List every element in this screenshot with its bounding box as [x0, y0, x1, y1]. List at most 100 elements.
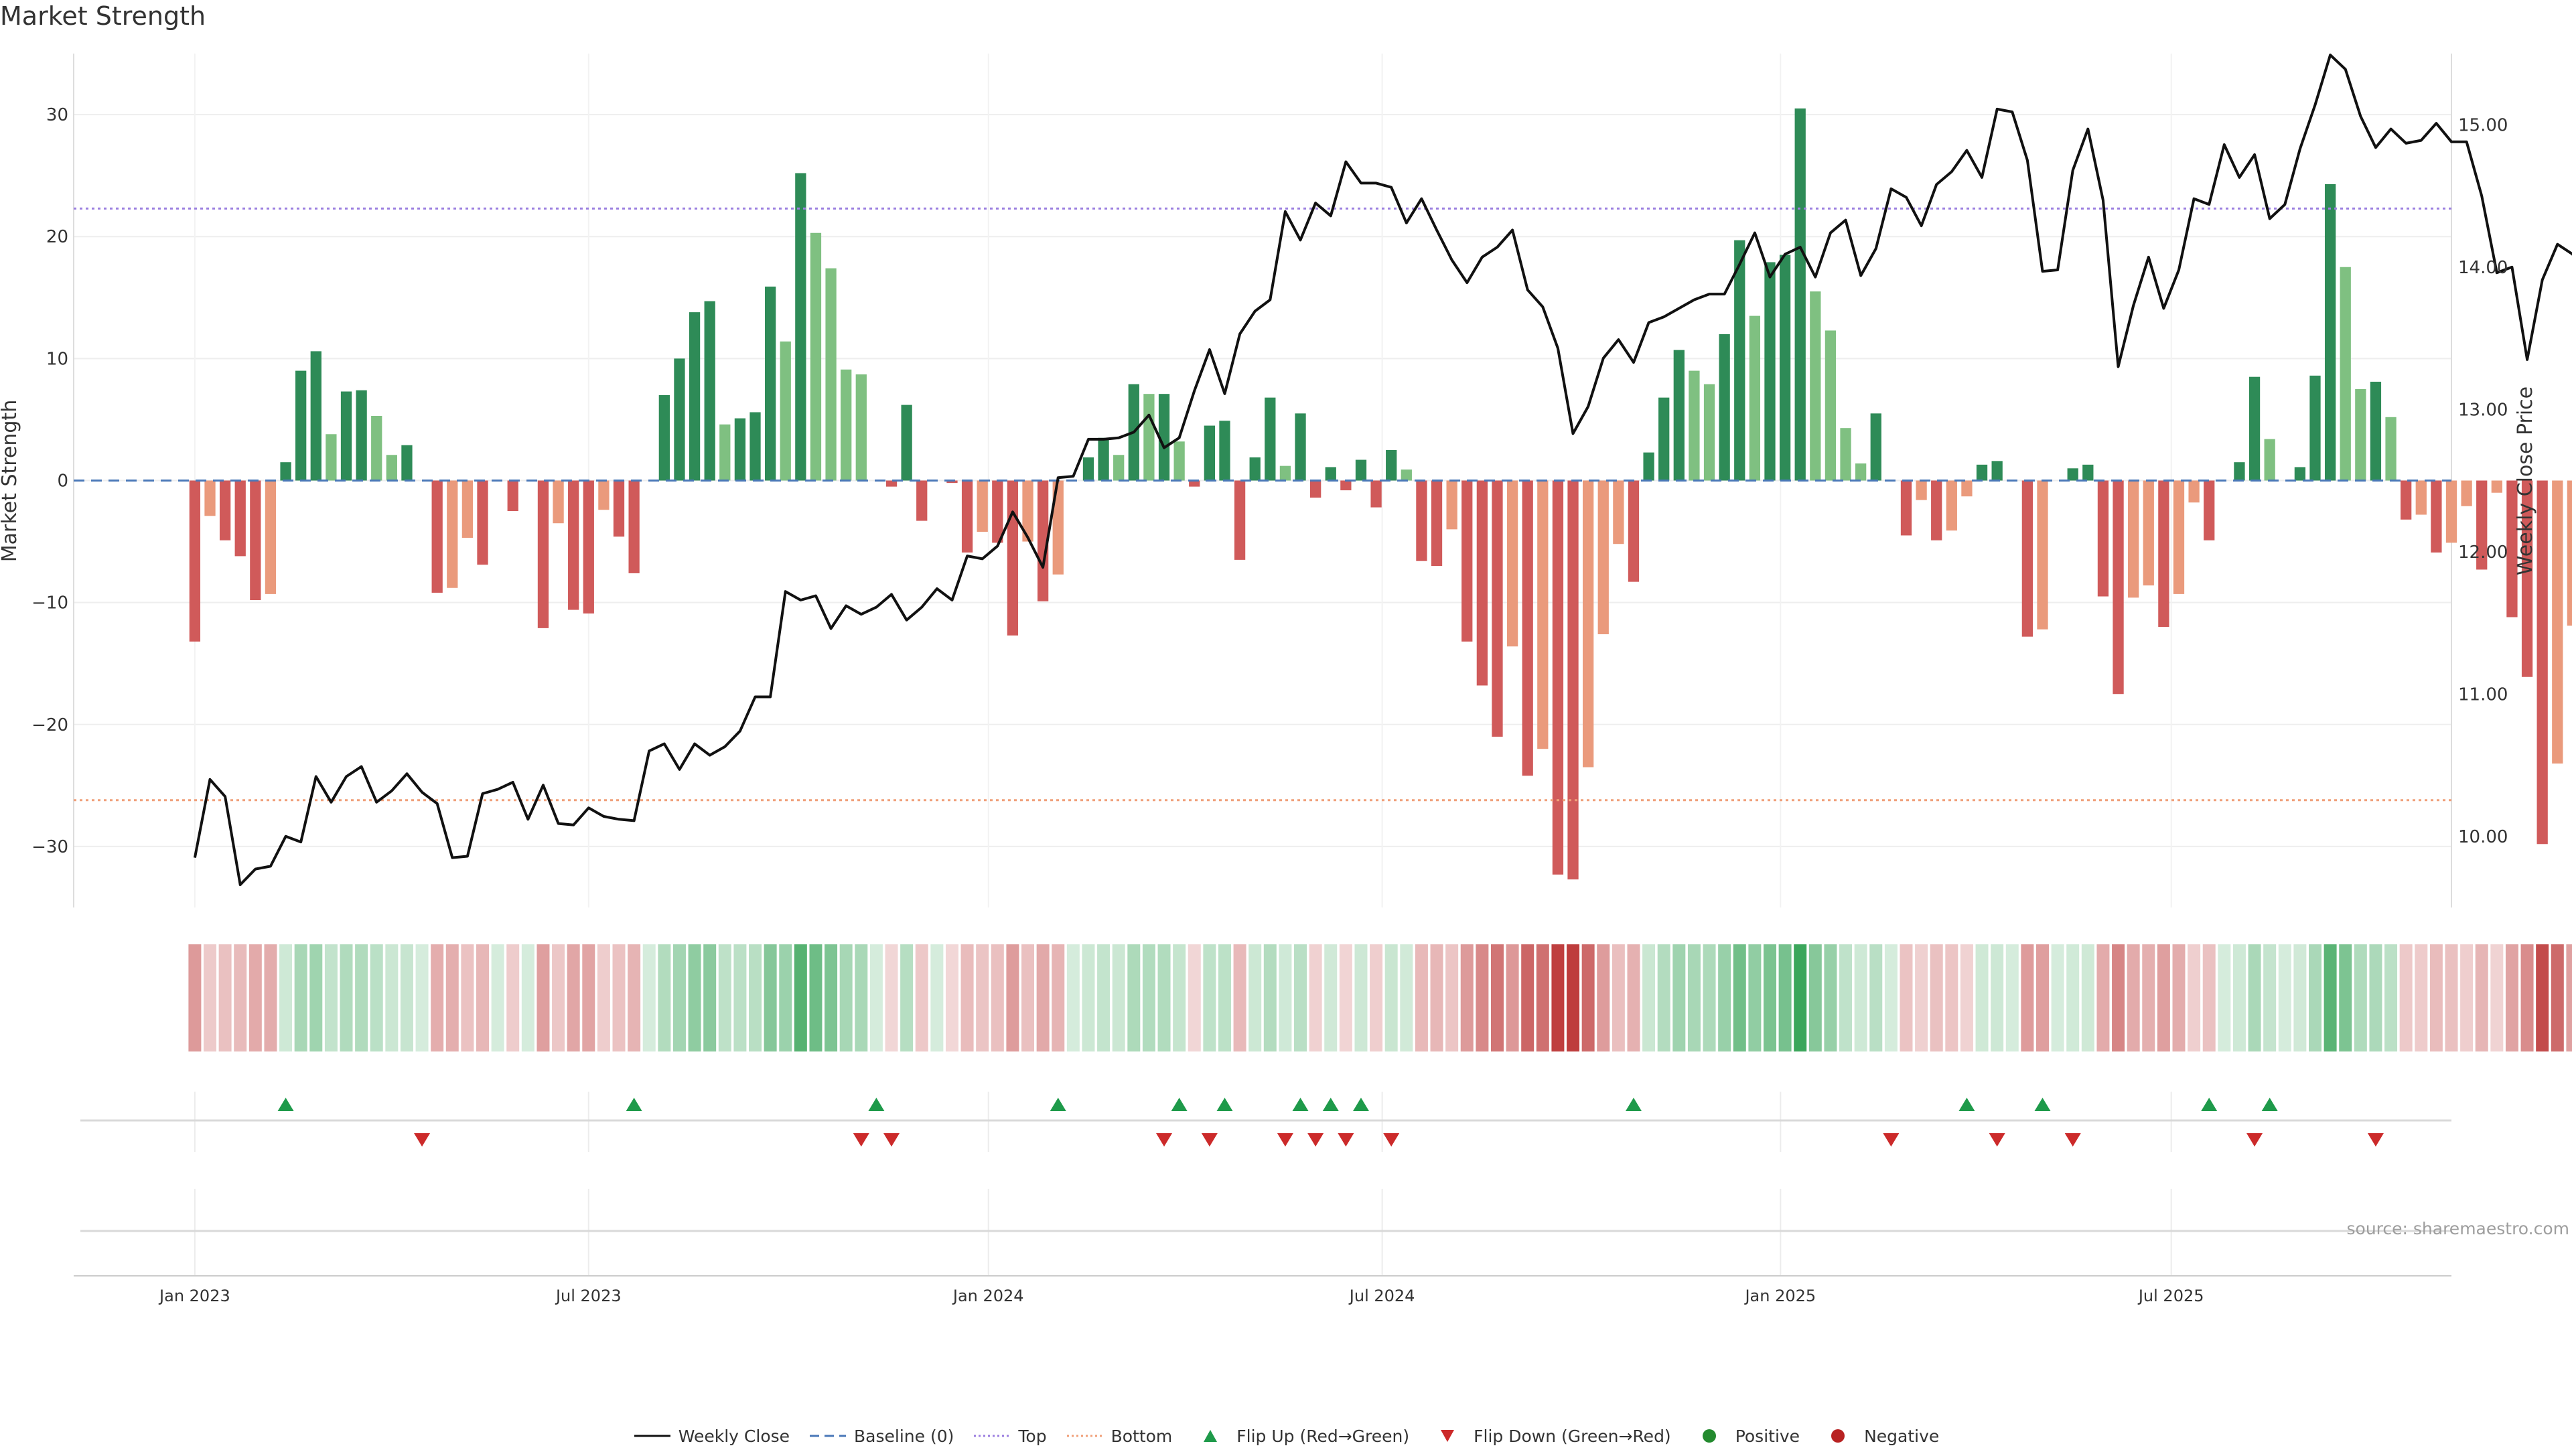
x-tick-label: Jul 2024	[1348, 1287, 1415, 1305]
heat-strip-cell	[1203, 944, 1216, 1051]
heat-strip-cell	[2399, 944, 2413, 1051]
heat-strip-cell	[355, 944, 368, 1051]
heat-strip-cell	[2429, 944, 2443, 1051]
heat-strip-cell	[2248, 944, 2261, 1051]
strength-bar	[1583, 480, 1594, 768]
strength-bar	[1658, 397, 1670, 481]
strength-bar	[1386, 449, 1397, 481]
strength-bar	[1370, 480, 1382, 508]
heat-strip-cell	[1900, 944, 1913, 1051]
heat-strip-cell	[2309, 944, 2321, 1051]
heat-strip-cell	[1279, 944, 1292, 1051]
heat-strip-cell	[204, 944, 216, 1051]
heat-strip-cell	[1082, 944, 1095, 1051]
grid-lines	[74, 54, 2451, 1276]
chart-title: Market Strength	[0, 1, 206, 31]
heat-strip-cell	[1718, 944, 1731, 1051]
strength-bar	[2506, 480, 2518, 617]
heat-strip-cell	[1370, 944, 1383, 1051]
flip-down-marker	[2064, 1133, 2081, 1147]
strength-bar	[1295, 413, 1306, 481]
strength-bar	[916, 480, 928, 521]
heat-strip-cell	[1808, 944, 1822, 1051]
strength-bar	[2401, 480, 2412, 520]
strength-bar	[1173, 441, 1185, 481]
strength-bar	[250, 480, 261, 600]
strength-bar	[553, 480, 564, 524]
heat-strip-cell	[1157, 944, 1171, 1051]
flip-up-marker	[1171, 1098, 1188, 1111]
strength-bar	[1506, 480, 1518, 647]
heat-strip-cell	[1384, 944, 1398, 1051]
flip-up-marker	[1958, 1098, 1975, 1111]
heat-strip-cell	[612, 944, 626, 1051]
strength-bar	[1976, 464, 1988, 481]
strength-bar	[1401, 469, 1412, 481]
flip-up-marker	[868, 1098, 885, 1111]
strength-bar	[1189, 480, 1200, 487]
heat-strip-cell	[2066, 944, 2080, 1051]
heat-strip-cell	[415, 944, 429, 1051]
heat-strip-cell	[1945, 944, 1958, 1051]
flip-down-marker	[1201, 1133, 1218, 1147]
heat-strip-cell	[491, 944, 504, 1051]
heat-strip-cell	[2005, 944, 2019, 1051]
heat-strip-cell	[1703, 944, 1716, 1051]
strength-bar	[1037, 480, 1049, 601]
legend-item-negative: Negative	[1818, 1427, 1939, 1446]
heat-strip-cell	[2188, 944, 2201, 1051]
heat-strip-cell	[2475, 944, 2488, 1051]
strength-bar	[1340, 480, 1352, 491]
strength-bar	[658, 395, 670, 481]
flip-down-marker	[1338, 1133, 1354, 1147]
strength-bar	[2234, 462, 2245, 481]
heat-strip-cell	[2035, 944, 2049, 1051]
heat-strip-cell	[1839, 944, 1853, 1051]
strength-bar	[1613, 480, 1624, 544]
heat-strip-cell	[779, 944, 792, 1051]
strength-bar	[2021, 480, 2033, 637]
heat-strip-cell	[1854, 944, 1867, 1051]
heat-strip-cell	[385, 944, 399, 1051]
heat-strip-cell	[294, 944, 307, 1051]
heat-strip-cell	[1657, 944, 1670, 1051]
flip-up-marker	[2034, 1098, 2051, 1111]
strength-bar	[1522, 480, 1533, 776]
flip-down-marker	[1277, 1133, 1293, 1147]
heat-strip-cell	[733, 944, 747, 1051]
strength-bar	[2340, 267, 2351, 481]
heat-strip-cell	[2324, 944, 2337, 1051]
heat-strip-cell	[1884, 944, 1898, 1051]
heat-strip-cell	[1748, 944, 1762, 1051]
strength-bar	[1779, 254, 1791, 481]
strength-bar	[2173, 480, 2185, 594]
heat-strip-cell	[248, 944, 262, 1051]
heat-strip-cell	[869, 944, 883, 1051]
strength-bar	[2158, 480, 2169, 628]
heat-strip-cell	[1824, 944, 1837, 1051]
heat-strip-cell	[582, 944, 595, 1051]
y-tick-label-left: 30	[46, 105, 68, 125]
x-tick-label: Jul 2025	[2137, 1287, 2204, 1305]
legend-label: Top	[1018, 1426, 1047, 1446]
heat-strip-cell	[1127, 944, 1141, 1051]
heat-strip-cell	[567, 944, 580, 1051]
y-tick-label-left: 0	[57, 471, 68, 492]
tick-labels: −30 −20 −10 0 10 20 30 10.00 11.00 12.00 13.00 14.0…	[31, 105, 2508, 1305]
strength-bar	[1476, 480, 1488, 686]
legend-item-baseline: Baseline (0)	[808, 1427, 954, 1446]
heat-strip-cell	[1233, 944, 1246, 1051]
strength-bar	[749, 412, 761, 481]
strength-bar	[613, 480, 625, 537]
legend-item-positive: Positive	[1690, 1427, 1800, 1446]
strength-bar	[1310, 480, 1321, 498]
x-tick-label: Jan 2025	[1743, 1287, 1816, 1305]
strength-bar	[855, 374, 867, 481]
heat-strip-cell	[2142, 944, 2155, 1051]
heat-strip-cell	[188, 944, 202, 1051]
strength-bar	[2248, 376, 2261, 481]
strength-bar	[1204, 425, 1215, 481]
strength-bar	[1673, 350, 1685, 481]
heat-strip-cell	[1460, 944, 1474, 1051]
